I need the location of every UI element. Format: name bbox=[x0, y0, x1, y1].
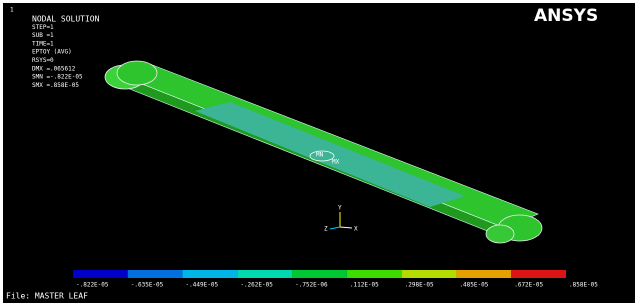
info-line: SMN =-.822E-05 bbox=[32, 74, 83, 81]
legend-label: .672E-05 bbox=[514, 282, 543, 289]
legend-swatch bbox=[347, 270, 402, 278]
legend-swatch bbox=[183, 270, 238, 278]
legend-swatch bbox=[73, 270, 128, 278]
legend-label: -.752E-06 bbox=[295, 282, 328, 289]
legend-swatch bbox=[511, 270, 566, 278]
ansys-logo: ANSYS bbox=[534, 6, 598, 26]
triad-x-label: X bbox=[354, 226, 358, 233]
triad-y-label: Y bbox=[338, 205, 342, 212]
info-line: NODAL SOLUTION bbox=[32, 15, 100, 24]
info-line: SUB =1 bbox=[32, 32, 54, 39]
info-line: STEP=1 bbox=[32, 24, 54, 31]
legend-swatch bbox=[128, 270, 183, 278]
file-label: File: MASTER LEAF bbox=[6, 292, 88, 301]
legend-swatch bbox=[456, 270, 511, 278]
legend-label: .112E-05 bbox=[350, 282, 379, 289]
legend-label: .485E-05 bbox=[459, 282, 488, 289]
legend-label: -.262E-05 bbox=[240, 282, 273, 289]
legend-label: .858E-05 bbox=[569, 282, 598, 289]
legend-swatch bbox=[292, 270, 347, 278]
min-label: MN bbox=[316, 152, 324, 159]
info-line: DMX =.065612 bbox=[32, 65, 76, 72]
max-label: MX bbox=[332, 159, 340, 166]
legend-label: -.822E-05 bbox=[76, 282, 109, 289]
info-line: SMX =.858E-05 bbox=[32, 82, 79, 89]
ansys-viewport: 1 ANSYS MN MX Y Z X File: MASTER LEAF NO… bbox=[0, 0, 641, 308]
legend-swatch bbox=[402, 270, 457, 278]
info-line: RSYS=0 bbox=[32, 57, 54, 64]
info-line: TIME=1 bbox=[32, 40, 54, 47]
info-line: EPTOY (AVG) bbox=[32, 49, 72, 56]
legend-label: -.449E-05 bbox=[186, 282, 219, 289]
legend-label: .298E-05 bbox=[405, 282, 434, 289]
left-eye-face bbox=[117, 61, 157, 85]
page: {"window_number": "1", "info": ["NODAL S… bbox=[0, 0, 641, 308]
legend-label: -.635E-05 bbox=[131, 282, 164, 289]
triad-z-label: Z bbox=[324, 226, 328, 233]
window-number: 1 bbox=[10, 7, 14, 14]
right-eye-face bbox=[486, 225, 514, 243]
legend-swatch bbox=[237, 270, 292, 278]
